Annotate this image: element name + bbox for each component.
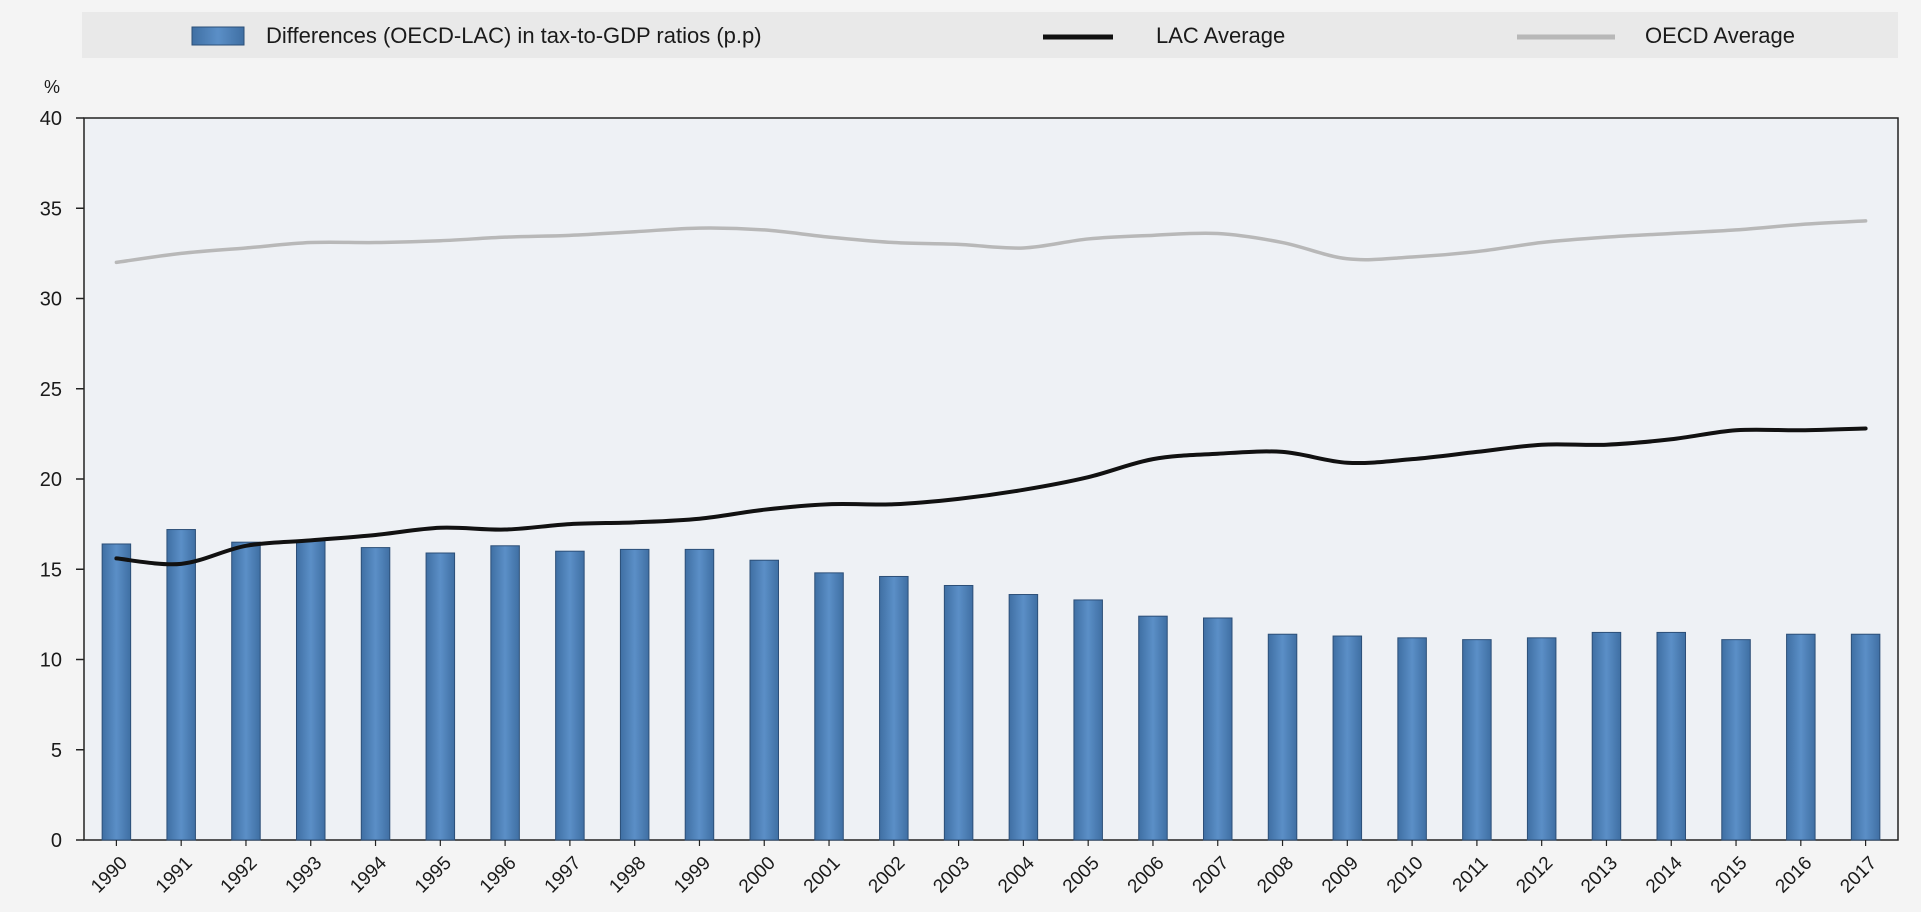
x-tick-label: 1999 [670,853,715,898]
y-tick-label: 30 [40,289,62,311]
bar [1462,639,1492,841]
x-tick-label: 2010 [1383,853,1428,898]
y-axis-unit: % [44,77,60,97]
bar [749,559,780,841]
x-tick-label: 2001 [800,853,845,898]
x-tick-label: 1992 [217,853,262,898]
legend-label-oecd: OECD Average [1645,23,1795,48]
y-tick-label: 0 [51,830,62,852]
bar [1850,633,1881,841]
y-tick-label: 25 [40,379,62,401]
bar [490,545,520,841]
x-tick-label: 2009 [1318,853,1363,898]
legend-swatch-differences [191,26,245,46]
bar [619,548,650,841]
bar [101,543,132,841]
x-tick-label: 1991 [152,853,197,898]
x-tick-label: 2004 [994,852,1039,897]
bar [879,575,909,841]
bar [1138,615,1168,841]
y-tick-label: 15 [40,559,62,581]
legend-label-differences: Differences (OECD-LAC) in tax-to-GDP rat… [266,23,762,48]
x-tick-label: 1995 [411,853,456,898]
x-tick-label: 1997 [541,853,586,898]
line-series [114,219,1868,567]
bar [1267,633,1298,841]
bar [1397,637,1427,841]
x-tick-label: 2000 [735,853,780,898]
bar [1008,594,1039,841]
plot-area [83,117,1899,841]
x-tick-label: 1993 [282,853,327,898]
bar [425,552,456,841]
x-tick-label: 2017 [1836,853,1881,898]
bar [1202,617,1233,841]
bar [1786,633,1816,841]
x-tick-label: 2003 [929,853,974,898]
y-tick-label: 10 [40,650,62,672]
bar-series-differences [101,529,1881,841]
bar [231,541,261,841]
x-tick-label: 2015 [1707,853,1752,898]
bar [684,548,715,841]
y-tick-label: 40 [40,108,62,130]
x-tick-label: 1998 [605,853,650,898]
x-tick-label: 1990 [87,853,132,898]
oecd-average-line [114,219,1868,265]
x-axis: 1990 1991 1992 1993 1994 1995 1996 1997 1998 1999… [87,840,1881,897]
x-tick-label: 2002 [865,853,910,898]
x-tick-label: 2012 [1512,853,1557,898]
bar [1721,639,1751,841]
bar [814,572,844,841]
bar [166,529,196,841]
bar [943,584,974,841]
x-tick-label: 2005 [1059,853,1104,898]
x-tick-label: 2014 [1642,852,1687,897]
bar [555,550,585,841]
x-tick-label: 1996 [476,853,521,898]
bar [360,547,391,841]
lac-average-line [114,426,1868,567]
x-tick-label: 2008 [1253,853,1298,898]
y-axis: 0 5 10 15 20 25 30 35 40 [40,108,84,852]
bar [1073,599,1103,841]
bar [1526,637,1557,841]
legend-label-lac: LAC Average [1156,23,1285,48]
x-tick-label: 2011 [1449,853,1493,897]
x-tick-label: 2006 [1124,853,1169,898]
x-tick-label: 2007 [1189,853,1234,898]
bar [295,539,326,841]
bar [1656,631,1687,841]
y-tick-label: 35 [40,198,62,220]
bar [1591,631,1622,841]
x-tick-label: 1994 [346,852,391,897]
y-tick-label: 5 [51,740,62,762]
bar [1332,635,1363,841]
x-tick-label: 2016 [1772,853,1817,898]
x-tick-label: 2013 [1577,853,1622,898]
y-tick-label: 20 [40,469,62,491]
